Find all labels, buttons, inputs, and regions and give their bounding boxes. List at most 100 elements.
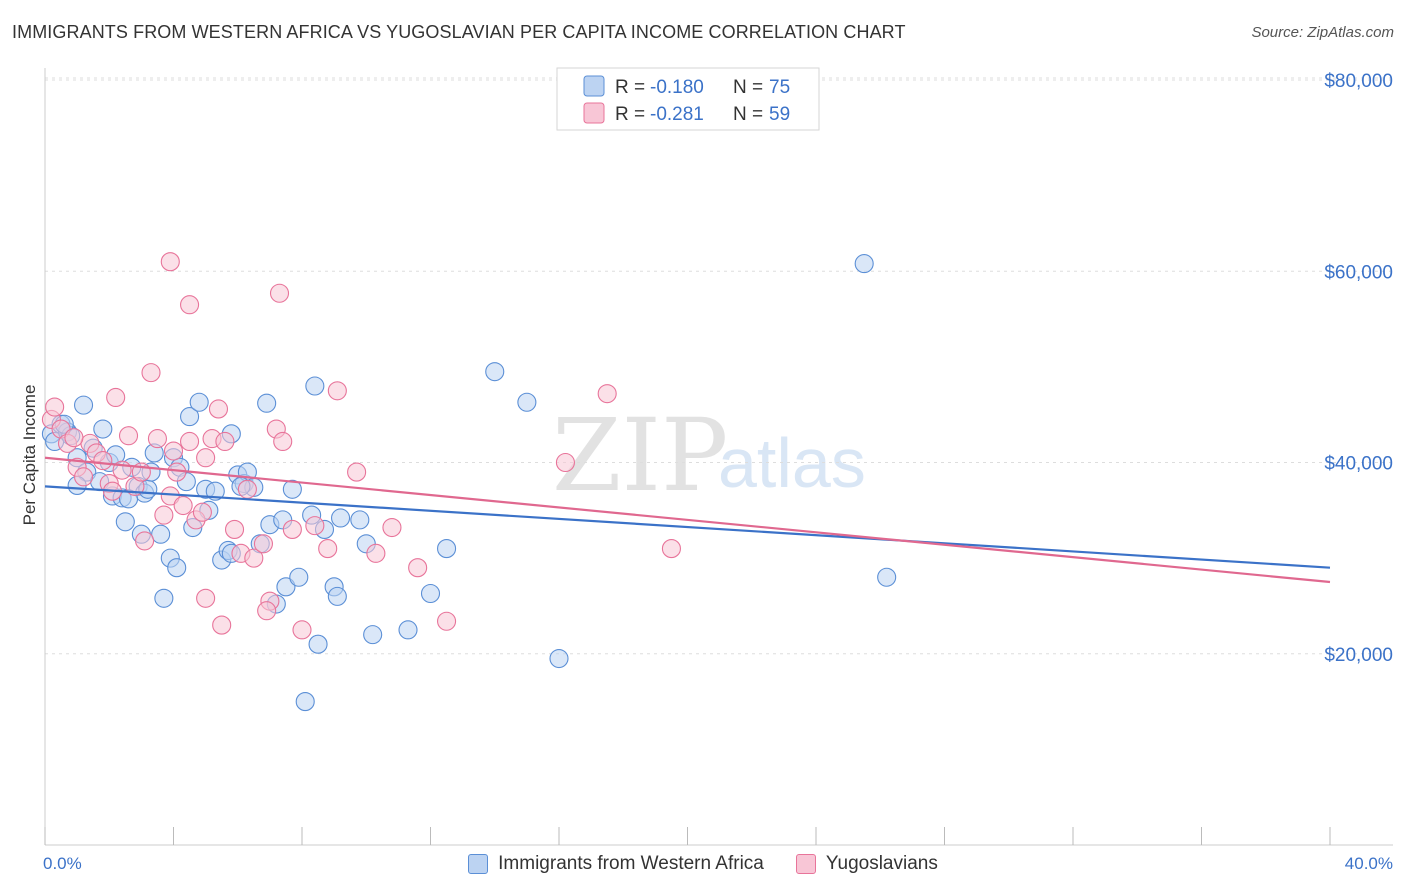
data-point [305, 516, 325, 536]
data-point [253, 534, 274, 554]
data-point [196, 588, 216, 608]
data-point [93, 419, 113, 439]
legend-item-yugoslavians: Yugoslavians [795, 853, 938, 875]
data-point [877, 567, 897, 587]
watermark: ZIP atlas [552, 397, 866, 514]
stats-legend: R = -0.180 N = 75 R = -0.281 N = 59 [556, 67, 820, 131]
data-point [295, 692, 315, 712]
data-point [192, 502, 212, 522]
x-tick-label-max: 40.0% [1345, 854, 1393, 873]
data-point [398, 620, 418, 640]
data-point [180, 407, 200, 427]
y-axis-title: Per Capita Income [20, 385, 39, 526]
data-point [555, 452, 575, 473]
trend-line [44, 456, 1331, 584]
data-point [115, 512, 135, 532]
data-point [208, 399, 229, 419]
data-point [45, 397, 65, 417]
stats-n-value-1: 59 [769, 104, 790, 125]
data-point [118, 426, 139, 446]
data-point [327, 586, 347, 606]
y-tick-label: $20,000 [1324, 645, 1393, 666]
data-point [173, 495, 193, 516]
data-point [215, 431, 235, 452]
gridlines [45, 77, 1393, 655]
data-point [163, 441, 184, 461]
y-tick-label: $40,000 [1324, 454, 1393, 475]
data-point [189, 392, 209, 412]
data-point [196, 448, 216, 468]
data-point [106, 387, 126, 408]
data-point [180, 295, 200, 315]
data-point [327, 381, 347, 401]
stats-legend-swatch-pink [583, 102, 605, 124]
legend-label-western-africa: Immigrants from Western Africa [498, 853, 764, 874]
data-point [257, 393, 277, 413]
data-point [273, 431, 293, 452]
data-point [269, 283, 290, 303]
legend-swatch-blue [468, 854, 489, 874]
data-point [292, 620, 312, 640]
data-point [257, 601, 277, 621]
data-point [549, 648, 569, 669]
trend-line [44, 485, 1331, 569]
data-point [205, 481, 225, 501]
stats-legend-swatch-blue [583, 75, 605, 97]
data-point [382, 517, 402, 538]
data-point [93, 451, 113, 471]
y-tick-label: $60,000 [1324, 262, 1393, 283]
data-point [308, 634, 328, 654]
data-point [141, 363, 161, 383]
data-point [366, 543, 386, 563]
data-point [485, 362, 505, 382]
data-point [154, 505, 174, 525]
watermark-atlas: atlas [718, 424, 866, 502]
data-point [437, 611, 457, 631]
data-point [244, 548, 264, 568]
x-axis-ticks [44, 827, 1331, 845]
y-tick-label: $80,000 [1324, 71, 1393, 92]
data-point [517, 392, 537, 412]
chart-title: IMMIGRANTS FROM WESTERN AFRICA VS YUGOSL… [12, 22, 906, 42]
legend-item-western-africa: Immigrants from Western Africa [468, 853, 764, 875]
data-point [154, 588, 174, 608]
stats-r-value-1: -0.281 [650, 104, 704, 125]
data-point [160, 252, 180, 272]
data-point [147, 429, 167, 449]
stats-n-label-0: N = [733, 77, 763, 98]
data-point [151, 524, 171, 544]
stats-r-value-0: -0.180 [650, 77, 704, 98]
series-yugoslavians [41, 252, 681, 640]
data-point [237, 479, 257, 499]
data-point [305, 376, 325, 396]
data-point [318, 539, 338, 559]
legend-swatch-pink [795, 854, 816, 874]
data-point [282, 519, 302, 539]
data-point [282, 479, 302, 499]
stats-r-label-1: R = [615, 104, 645, 125]
stats-r-label-0: R = [615, 77, 645, 98]
data-point [289, 567, 309, 587]
data-point [135, 531, 155, 551]
data-point [330, 508, 351, 528]
data-point [350, 510, 370, 530]
trend-lines [44, 456, 1331, 584]
data-point [347, 462, 367, 482]
chart-source: Source: ZipAtlas.com [1251, 24, 1394, 41]
stats-n-label-1: N = [733, 104, 763, 125]
bottom-legend: Immigrants from Western Africa Yugoslavi… [0, 851, 1406, 877]
data-point [64, 428, 84, 448]
data-point [420, 583, 441, 604]
data-point [74, 467, 94, 487]
data-point [363, 625, 383, 645]
stats-n-value-0: 75 [769, 77, 790, 98]
data-point [661, 539, 681, 559]
data-point [276, 577, 296, 597]
data-point [224, 519, 245, 539]
data-point [854, 254, 874, 274]
data-point [180, 431, 200, 452]
data-point [167, 558, 187, 578]
x-tick-label-min: 0.0% [43, 854, 82, 873]
y-axis-labels: $20,000 $40,000 $60,000 $80,000 [1324, 71, 1393, 666]
